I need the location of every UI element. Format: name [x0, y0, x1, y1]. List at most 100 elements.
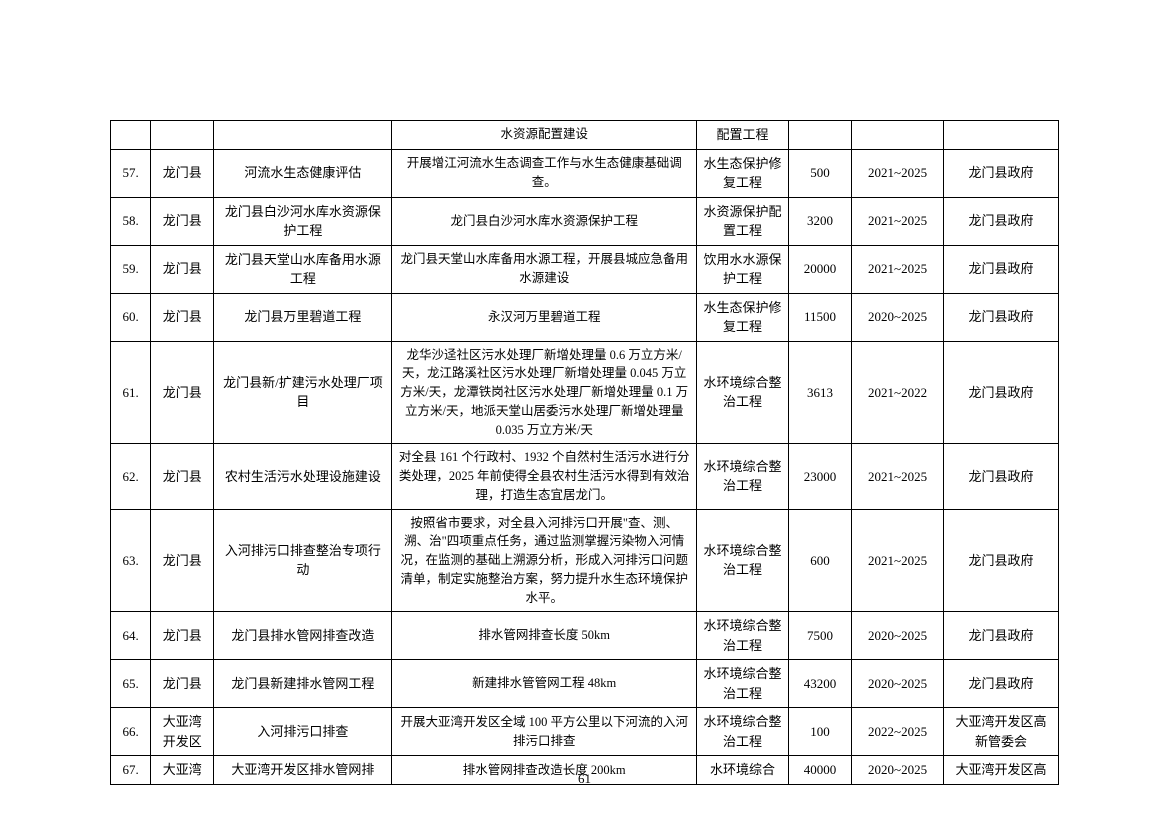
- row-description: 水资源配置建设: [392, 121, 697, 150]
- table-row: 61.龙门县龙门县新/扩建污水处理厂项目龙华沙迳社区污水处理厂新增处理量 0.6…: [111, 341, 1059, 444]
- row-years: 2021~2022: [852, 341, 944, 444]
- row-years: 2020~2025: [852, 612, 944, 660]
- page-number: 61: [0, 771, 1169, 787]
- row-amount: 500: [788, 149, 851, 197]
- table-row: 64.龙门县龙门县排水管网排查改造排水管网排查长度 50km水环境综合整治工程7…: [111, 612, 1059, 660]
- row-department: 龙门县政府: [944, 245, 1059, 293]
- row-project-type: 水环境综合整治工程: [696, 708, 788, 756]
- row-project-name: 入河排污口排查整治专项行动: [214, 509, 392, 612]
- row-years: 2022~2025: [852, 708, 944, 756]
- row-description: 对全县 161 个行政村、1932 个自然村生活污水进行分类处理，2025 年前…: [392, 444, 697, 509]
- table-row: 水资源配置建设配置工程: [111, 121, 1059, 150]
- row-description: 龙门县天堂山水库备用水源工程，开展县城应急备用水源建设: [392, 245, 697, 293]
- row-description: 开展大亚湾开发区全域 100 平方公里以下河流的入河排污口排查: [392, 708, 697, 756]
- row-department: 龙门县政府: [944, 612, 1059, 660]
- table-row: 65.龙门县龙门县新建排水管网工程新建排水管管网工程 48km水环境综合整治工程…: [111, 660, 1059, 708]
- row-description: 按照省市要求，对全县入河排污口开展"查、测、溯、治"四项重点任务，通过监测掌握污…: [392, 509, 697, 612]
- table-row: 62.龙门县农村生活污水处理设施建设对全县 161 个行政村、1932 个自然村…: [111, 444, 1059, 509]
- table-row: 59.龙门县龙门县天堂山水库备用水源工程龙门县天堂山水库备用水源工程，开展县城应…: [111, 245, 1059, 293]
- row-index: 64.: [111, 612, 151, 660]
- row-index: 57.: [111, 149, 151, 197]
- row-area: 龙门县: [151, 444, 214, 509]
- row-index: 59.: [111, 245, 151, 293]
- row-description: 开展增江河流水生态调查工作与水生态健康基础调查。: [392, 149, 697, 197]
- row-project-name: [214, 121, 392, 150]
- table-row: 57.龙门县河流水生态健康评估开展增江河流水生态调查工作与水生态健康基础调查。水…: [111, 149, 1059, 197]
- row-description: 新建排水管管网工程 48km: [392, 660, 697, 708]
- row-amount: [788, 121, 851, 150]
- row-project-name: 农村生活污水处理设施建设: [214, 444, 392, 509]
- row-project-name: 龙门县天堂山水库备用水源工程: [214, 245, 392, 293]
- row-area: 龙门县: [151, 612, 214, 660]
- row-area: [151, 121, 214, 150]
- row-project-type: 水环境综合整治工程: [696, 660, 788, 708]
- row-department: 龙门县政府: [944, 509, 1059, 612]
- row-project-name: 河流水生态健康评估: [214, 149, 392, 197]
- row-amount: 7500: [788, 612, 851, 660]
- row-project-type: 水生态保护修复工程: [696, 149, 788, 197]
- row-index: 61.: [111, 341, 151, 444]
- table-row: 63.龙门县入河排污口排查整治专项行动按照省市要求，对全县入河排污口开展"查、测…: [111, 509, 1059, 612]
- row-project-type: 水环境综合整治工程: [696, 341, 788, 444]
- row-years: 2021~2025: [852, 149, 944, 197]
- row-index: 65.: [111, 660, 151, 708]
- row-description: 龙华沙迳社区污水处理厂新增处理量 0.6 万立方米/天，龙江路溪社区污水处理厂新…: [392, 341, 697, 444]
- row-years: 2021~2025: [852, 444, 944, 509]
- row-amount: 11500: [788, 293, 851, 341]
- row-years: [852, 121, 944, 150]
- row-amount: 3200: [788, 197, 851, 245]
- row-project-name: 龙门县排水管网排查改造: [214, 612, 392, 660]
- table-row: 60.龙门县龙门县万里碧道工程永汉河万里碧道工程水生态保护修复工程1150020…: [111, 293, 1059, 341]
- row-area: 龙门县: [151, 293, 214, 341]
- row-amount: 43200: [788, 660, 851, 708]
- row-index: 58.: [111, 197, 151, 245]
- row-description: 永汉河万里碧道工程: [392, 293, 697, 341]
- row-amount: 3613: [788, 341, 851, 444]
- row-department: 龙门县政府: [944, 197, 1059, 245]
- row-project-type: 水环境综合整治工程: [696, 612, 788, 660]
- row-area: 龙门县: [151, 245, 214, 293]
- row-area: 龙门县: [151, 341, 214, 444]
- row-index: 62.: [111, 444, 151, 509]
- row-years: 2021~2025: [852, 245, 944, 293]
- row-description: 龙门县白沙河水库水资源保护工程: [392, 197, 697, 245]
- row-index: 66.: [111, 708, 151, 756]
- row-index: 60.: [111, 293, 151, 341]
- row-project-name: 龙门县万里碧道工程: [214, 293, 392, 341]
- table-body: 水资源配置建设配置工程57.龙门县河流水生态健康评估开展增江河流水生态调查工作与…: [111, 121, 1059, 785]
- document-page: 水资源配置建设配置工程57.龙门县河流水生态健康评估开展增江河流水生态调查工作与…: [0, 0, 1169, 825]
- row-project-name: 龙门县新建排水管网工程: [214, 660, 392, 708]
- row-years: 2021~2025: [852, 509, 944, 612]
- row-project-name: 龙门县白沙河水库水资源保护工程: [214, 197, 392, 245]
- row-index: [111, 121, 151, 150]
- row-area: 龙门县: [151, 509, 214, 612]
- row-years: 2021~2025: [852, 197, 944, 245]
- row-department: 龙门县政府: [944, 341, 1059, 444]
- row-area: 龙门县: [151, 660, 214, 708]
- row-amount: 23000: [788, 444, 851, 509]
- row-description: 排水管网排查长度 50km: [392, 612, 697, 660]
- row-project-name: 龙门县新/扩建污水处理厂项目: [214, 341, 392, 444]
- row-area: 龙门县: [151, 197, 214, 245]
- row-department: 龙门县政府: [944, 444, 1059, 509]
- row-project-type: 水资源保护配置工程: [696, 197, 788, 245]
- row-index: 63.: [111, 509, 151, 612]
- row-department: 龙门县政府: [944, 149, 1059, 197]
- row-amount: 20000: [788, 245, 851, 293]
- projects-table: 水资源配置建设配置工程57.龙门县河流水生态健康评估开展增江河流水生态调查工作与…: [110, 120, 1059, 785]
- row-department: 大亚湾开发区高新管委会: [944, 708, 1059, 756]
- row-area: 大亚湾开发区: [151, 708, 214, 756]
- row-years: 2020~2025: [852, 293, 944, 341]
- row-project-name: 入河排污口排查: [214, 708, 392, 756]
- row-area: 龙门县: [151, 149, 214, 197]
- row-department: 龙门县政府: [944, 293, 1059, 341]
- row-amount: 100: [788, 708, 851, 756]
- row-project-type: 水环境综合整治工程: [696, 509, 788, 612]
- row-project-type: 水环境综合整治工程: [696, 444, 788, 509]
- row-project-type: 饮用水水源保护工程: [696, 245, 788, 293]
- table-row: 66.大亚湾开发区入河排污口排查开展大亚湾开发区全域 100 平方公里以下河流的…: [111, 708, 1059, 756]
- row-department: 龙门县政府: [944, 660, 1059, 708]
- table-row: 58.龙门县龙门县白沙河水库水资源保护工程龙门县白沙河水库水资源保护工程水资源保…: [111, 197, 1059, 245]
- row-project-type: 水生态保护修复工程: [696, 293, 788, 341]
- row-department: [944, 121, 1059, 150]
